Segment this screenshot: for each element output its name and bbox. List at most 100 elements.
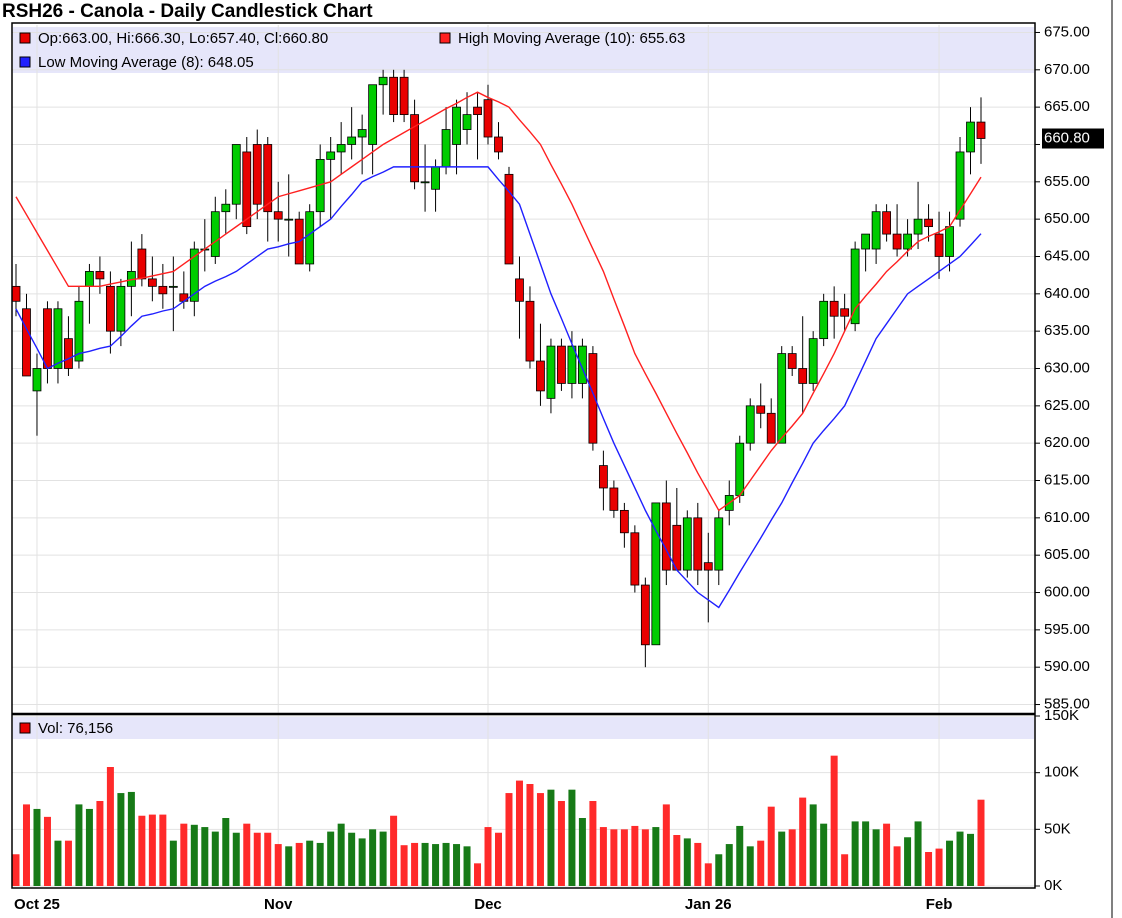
volume-bar [925,852,933,886]
volume-bar [306,840,314,886]
volume-bar [148,814,156,886]
candle-body [420,181,430,184]
candle-body [221,203,231,213]
candle-body [85,271,94,287]
volume-bar [862,821,870,886]
candle-body [357,129,367,138]
volume-bar [946,840,954,886]
volume-bar [725,844,733,886]
candle-body [22,308,31,377]
candle-body [924,218,933,228]
volume-bar [348,832,356,886]
candle-body [263,144,273,213]
volume-bar [715,854,723,886]
volume-bar [599,827,607,886]
y-tick-label: 605.00 [1044,546,1090,563]
candle-body [777,353,787,444]
volume-bar [767,806,775,886]
volume-bar [967,833,975,886]
volume-bar [211,831,219,886]
volume-bar [757,840,765,886]
volume-bar [652,827,660,886]
y-tick-label: 655.00 [1044,173,1090,190]
candle-body [179,293,189,302]
y-tick-label: 150K [1044,707,1079,724]
volume-bar [474,863,482,886]
candle-body [651,502,661,646]
y-tick-label: 670.00 [1044,61,1090,78]
candle-body [147,278,157,287]
candle-body [116,285,126,332]
volume-bar [620,829,628,886]
volume-bar [432,844,440,886]
volume-bar [526,784,534,886]
candle-body [892,233,902,250]
volume-bar [180,823,188,886]
legend-swatch [19,32,31,44]
volume-bar [421,842,429,886]
candle-body [410,114,419,183]
x-tick-label: Nov [264,896,293,913]
volume-bar [610,829,618,886]
candle-body [305,211,315,265]
candle-body [504,173,514,265]
candle-body [389,76,399,116]
candle-body [745,405,755,444]
volume-bar [316,842,324,886]
candle-body [210,211,220,257]
volume-bar [589,801,597,886]
volume-bar [274,844,282,886]
candle-body [682,517,692,571]
candle-body [546,345,556,399]
volume-bar [453,844,461,886]
volume-bar [75,804,83,886]
volume-bar [495,832,502,886]
volume-bar [683,838,691,886]
candle-body [168,285,178,288]
volume-bar [64,840,72,886]
volume-bar [138,815,146,886]
volume-bar [704,863,712,886]
candle-body [64,338,73,369]
candle-body [494,136,503,153]
legend-band [13,27,1034,73]
candle-body [735,442,745,496]
candle-body [819,300,829,340]
volume-bar [463,846,471,886]
candle-body [934,233,944,257]
y-tick-label: 585.00 [1044,696,1090,713]
x-tick-label: Dec [474,896,502,913]
y-tick-label: 630.00 [1044,359,1090,376]
volume-bar [778,831,786,886]
volume-bar [337,823,345,886]
y-tick-label: 100K [1044,764,1079,781]
volume-bar [736,825,744,886]
last-price-box [1042,128,1104,149]
candle-body [630,532,640,586]
volume-bar [295,842,303,886]
volume-bar [127,791,135,886]
volume-bar [977,799,985,886]
volume-bar [327,831,335,886]
y-tick-label: 50K [1044,820,1071,837]
volume-bar [631,825,639,886]
candle-body [966,121,975,153]
candle-body [766,412,776,444]
volume-bar [253,832,261,886]
candle-body [598,465,608,489]
volume-bar [820,823,828,886]
volume-bar [33,808,41,886]
candle-body [74,300,84,362]
y-tick-label: 610.00 [1044,509,1090,526]
volume-bar [851,821,859,886]
volume-bar [243,823,251,886]
volume-bar [830,755,838,886]
legend-text: Op:663.00, Hi:666.30, Lo:657.40, Cl:660.… [38,30,328,47]
candle-body [787,353,797,369]
candle-body [158,285,168,295]
volume-bar [159,814,167,886]
volume-bar [484,827,492,886]
y-tick-label: 600.00 [1044,583,1090,600]
candle-body [945,226,954,257]
volume-bar [264,832,272,886]
